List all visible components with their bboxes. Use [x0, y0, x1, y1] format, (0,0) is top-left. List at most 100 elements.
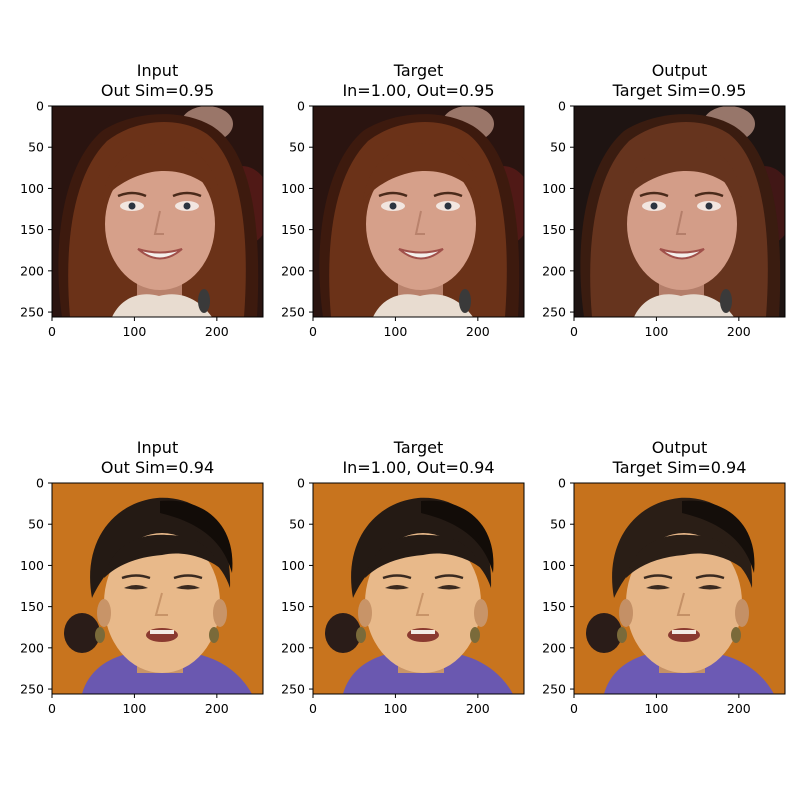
panel-title: Output: [652, 61, 708, 80]
smile: [398, 248, 444, 260]
panel-title: Target: [393, 438, 444, 457]
x-tick-label: 100: [644, 701, 668, 716]
x-tick-label: 100: [122, 701, 146, 716]
face: [105, 158, 215, 290]
left-brow: [378, 191, 408, 198]
right-brow: [694, 191, 724, 198]
x-tick-label: 200: [205, 701, 229, 716]
panel-title: Input: [137, 61, 178, 80]
clothes: [373, 294, 473, 317]
x-tick-label: 200: [466, 701, 490, 716]
y-tick-label: 250: [281, 305, 305, 320]
left-ear: [619, 599, 633, 627]
left-brow: [639, 191, 669, 198]
face: [365, 533, 481, 673]
hair-fringe: [626, 534, 742, 578]
x-tick-label: 0: [48, 701, 56, 716]
y-tick-label: 200: [542, 263, 566, 278]
nose: [415, 592, 429, 616]
nose: [676, 592, 690, 616]
y-tick-label: 0: [558, 476, 566, 491]
y-tick-label: 100: [20, 558, 44, 573]
background-shape: [64, 613, 100, 653]
right-ear: [474, 599, 488, 627]
nose: [154, 592, 168, 616]
clothes: [634, 294, 734, 317]
hair-shade: [682, 500, 755, 573]
y-tick-label: 50: [550, 140, 566, 155]
clothes: [112, 294, 212, 317]
x-tick-label: 100: [644, 324, 668, 339]
y-tick-label: 50: [28, 140, 44, 155]
axes-frame: [312, 105, 525, 318]
right-pupil: [444, 202, 452, 210]
right-ear: [735, 599, 749, 627]
x-tick-label: 200: [205, 324, 229, 339]
nose: [414, 210, 425, 235]
left-ear: [358, 599, 372, 627]
photo: [52, 483, 263, 694]
y-tick-label: 250: [20, 305, 44, 320]
y-tick-label: 100: [542, 181, 566, 196]
right-pupil: [183, 202, 191, 210]
panel-subtitle: Out Sim=0.95: [101, 81, 214, 100]
y-tick-label: 250: [542, 682, 566, 697]
y-tick-label: 100: [20, 181, 44, 196]
teeth: [150, 630, 174, 634]
hair-fringe: [624, 143, 742, 201]
y-tick-label: 250: [20, 682, 44, 697]
y-tick-label: 50: [28, 517, 44, 532]
y-tick-label: 0: [297, 99, 305, 114]
earring: [459, 289, 471, 313]
left-brow: [121, 574, 151, 580]
smile: [659, 248, 705, 260]
axes-frame: [51, 105, 264, 318]
y-tick-label: 100: [542, 558, 566, 573]
y-tick-label: 50: [289, 517, 305, 532]
x-tick-label: 200: [727, 701, 751, 716]
right-earring: [470, 627, 480, 643]
y-tick-label: 200: [281, 640, 305, 655]
x-tick-label: 0: [309, 701, 317, 716]
y-tick-label: 150: [281, 599, 305, 614]
panel-title: Output: [652, 438, 708, 457]
x-tick-label: 0: [570, 324, 578, 339]
panel-subtitle: Out Sim=0.94: [101, 458, 214, 477]
left-pupil: [650, 202, 658, 210]
y-tick-label: 100: [281, 558, 305, 573]
left-pupil: [128, 202, 136, 210]
axes-frame: [573, 105, 786, 318]
hair-fringe: [102, 143, 220, 201]
y-tick-label: 50: [289, 140, 305, 155]
left-earring: [95, 627, 105, 643]
left-ear: [97, 599, 111, 627]
left-brow: [117, 191, 147, 198]
hair-fringe: [104, 534, 220, 578]
teeth: [411, 630, 435, 634]
y-tick-label: 50: [550, 517, 566, 532]
photo: [52, 106, 263, 317]
x-tick-label: 100: [383, 324, 407, 339]
face: [366, 158, 476, 290]
background-shape: [586, 613, 622, 653]
photo: [313, 483, 524, 694]
right-earring: [209, 627, 219, 643]
left-brow: [382, 574, 412, 580]
y-tick-label: 0: [36, 476, 44, 491]
right-ear: [213, 599, 227, 627]
right-pupil: [705, 202, 713, 210]
face: [104, 533, 220, 673]
y-tick-label: 0: [36, 99, 44, 114]
right-brow: [434, 574, 464, 580]
nose: [153, 210, 164, 235]
hair-fringe: [365, 534, 481, 578]
face: [627, 158, 737, 290]
axes-frame: [51, 482, 264, 695]
left-brow: [643, 574, 673, 580]
